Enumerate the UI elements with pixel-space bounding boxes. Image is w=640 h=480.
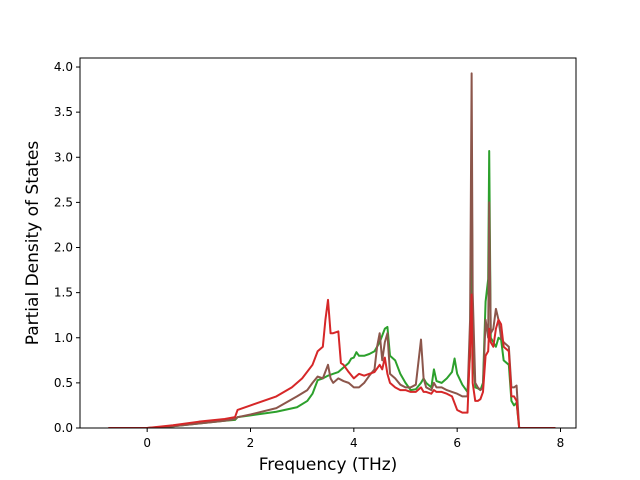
x-tick-label: 4 [350, 436, 358, 450]
y-tick-label: 1.5 [54, 286, 73, 300]
y-tick-label: 2.0 [54, 241, 73, 255]
y-tick-label: 3.5 [54, 105, 73, 119]
x-tick-label: 2 [247, 436, 255, 450]
x-axis-ticks: 0 2 4 6 8 [143, 428, 564, 450]
y-tick-label: 0.0 [54, 421, 73, 435]
series-line-2 [108, 72, 556, 428]
series-line-3 [108, 293, 556, 428]
y-tick-label: 4.0 [54, 60, 73, 74]
y-tick-label: 3.0 [54, 150, 73, 164]
y-tick-label: 1.0 [54, 331, 73, 345]
series-layer [108, 72, 556, 428]
y-axis-ticks: 0.0 0.5 1.0 1.5 2.0 2.5 3.0 3.5 4.0 [54, 60, 80, 435]
x-axis-label: Frequency (THz) [259, 455, 398, 475]
y-tick-label: 2.5 [54, 195, 73, 209]
y-axis-label: Partial Density of States [23, 141, 43, 346]
x-tick-label: 8 [557, 436, 565, 450]
y-tick-label: 0.5 [54, 376, 73, 390]
x-tick-label: 0 [143, 436, 151, 450]
x-tick-label: 6 [453, 436, 461, 450]
plot-frame [79, 57, 577, 429]
